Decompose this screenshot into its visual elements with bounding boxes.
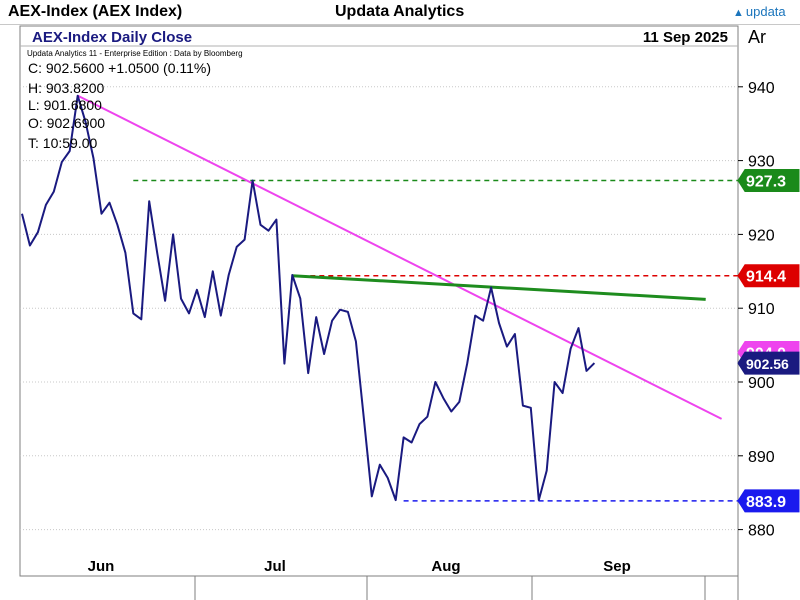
chart-title: AEX-Index Daily Close xyxy=(32,29,192,46)
price-series-line xyxy=(21,94,596,502)
y-tick-label-890: 890 xyxy=(748,449,775,466)
level-927-tag-box xyxy=(737,169,800,193)
ohlc-open: O: 902.6900 xyxy=(28,115,105,131)
neckline-trendline[interactable] xyxy=(292,274,706,301)
level-884-tag: 883.9 xyxy=(737,489,800,513)
chart-subtitle: Updata Analytics 11 - Enterprise Edition… xyxy=(27,49,243,58)
top-bar: AEX-Index (AEX Index) Updata Analytics ▲… xyxy=(0,0,800,25)
x-tick-label-aug: Aug xyxy=(431,558,460,575)
level-914-tag-label: 914.4 xyxy=(746,269,786,286)
ohlc-time: T: 10:59.00 xyxy=(28,135,97,151)
level-927-tag-label: 927.3 xyxy=(746,174,786,191)
axis-corner-label: Ar xyxy=(748,27,766,47)
updata-logo-icon: ▲ xyxy=(733,7,744,19)
x-tick-label-jun: Jun xyxy=(88,558,115,575)
ohlc-low: L: 901.6800 xyxy=(28,97,102,113)
last-price-tag-box xyxy=(737,351,800,375)
logo-text: updata xyxy=(745,4,786,19)
level-914-tag-box xyxy=(737,264,800,288)
y-tick-label-880: 880 xyxy=(748,523,775,540)
ohlc-high: H: 903.8200 xyxy=(28,80,104,96)
instrument-name: AEX-Index (AEX Index) xyxy=(8,3,183,20)
y-tick-label-930: 930 xyxy=(748,154,775,171)
level-914-tag: 914.4 xyxy=(737,264,800,288)
updata-logo[interactable]: ▲ updata xyxy=(733,4,786,19)
chart-date: 11 Sep 2025 xyxy=(643,29,728,46)
y-tick-label-900: 900 xyxy=(748,375,775,392)
y-tick-label-920: 920 xyxy=(748,227,775,244)
last-price-tag-label: 902.56 xyxy=(746,356,789,372)
x-tick-label-sep: Sep xyxy=(603,558,631,575)
plot-area xyxy=(19,25,739,577)
level-927-tag: 927.3 xyxy=(737,169,800,193)
level-884-tag-label: 883.9 xyxy=(746,494,786,511)
x-tick-label-jul: Jul xyxy=(264,558,286,575)
level-884-tag-box xyxy=(737,489,800,513)
ohlc-close: C: 902.5600 +1.0500 (0.11%) xyxy=(28,60,211,76)
ohlc-readout: C: 902.5600 +1.0500 (0.11%) H: 903.8200 … xyxy=(28,60,211,151)
app-title: Updata Analytics xyxy=(335,3,465,20)
downtrend-trendline[interactable] xyxy=(77,94,723,420)
last-price-tag: 902.56 xyxy=(737,351,800,375)
y-tick-label-940: 940 xyxy=(748,80,775,97)
y-tick-label-910: 910 xyxy=(748,301,775,318)
